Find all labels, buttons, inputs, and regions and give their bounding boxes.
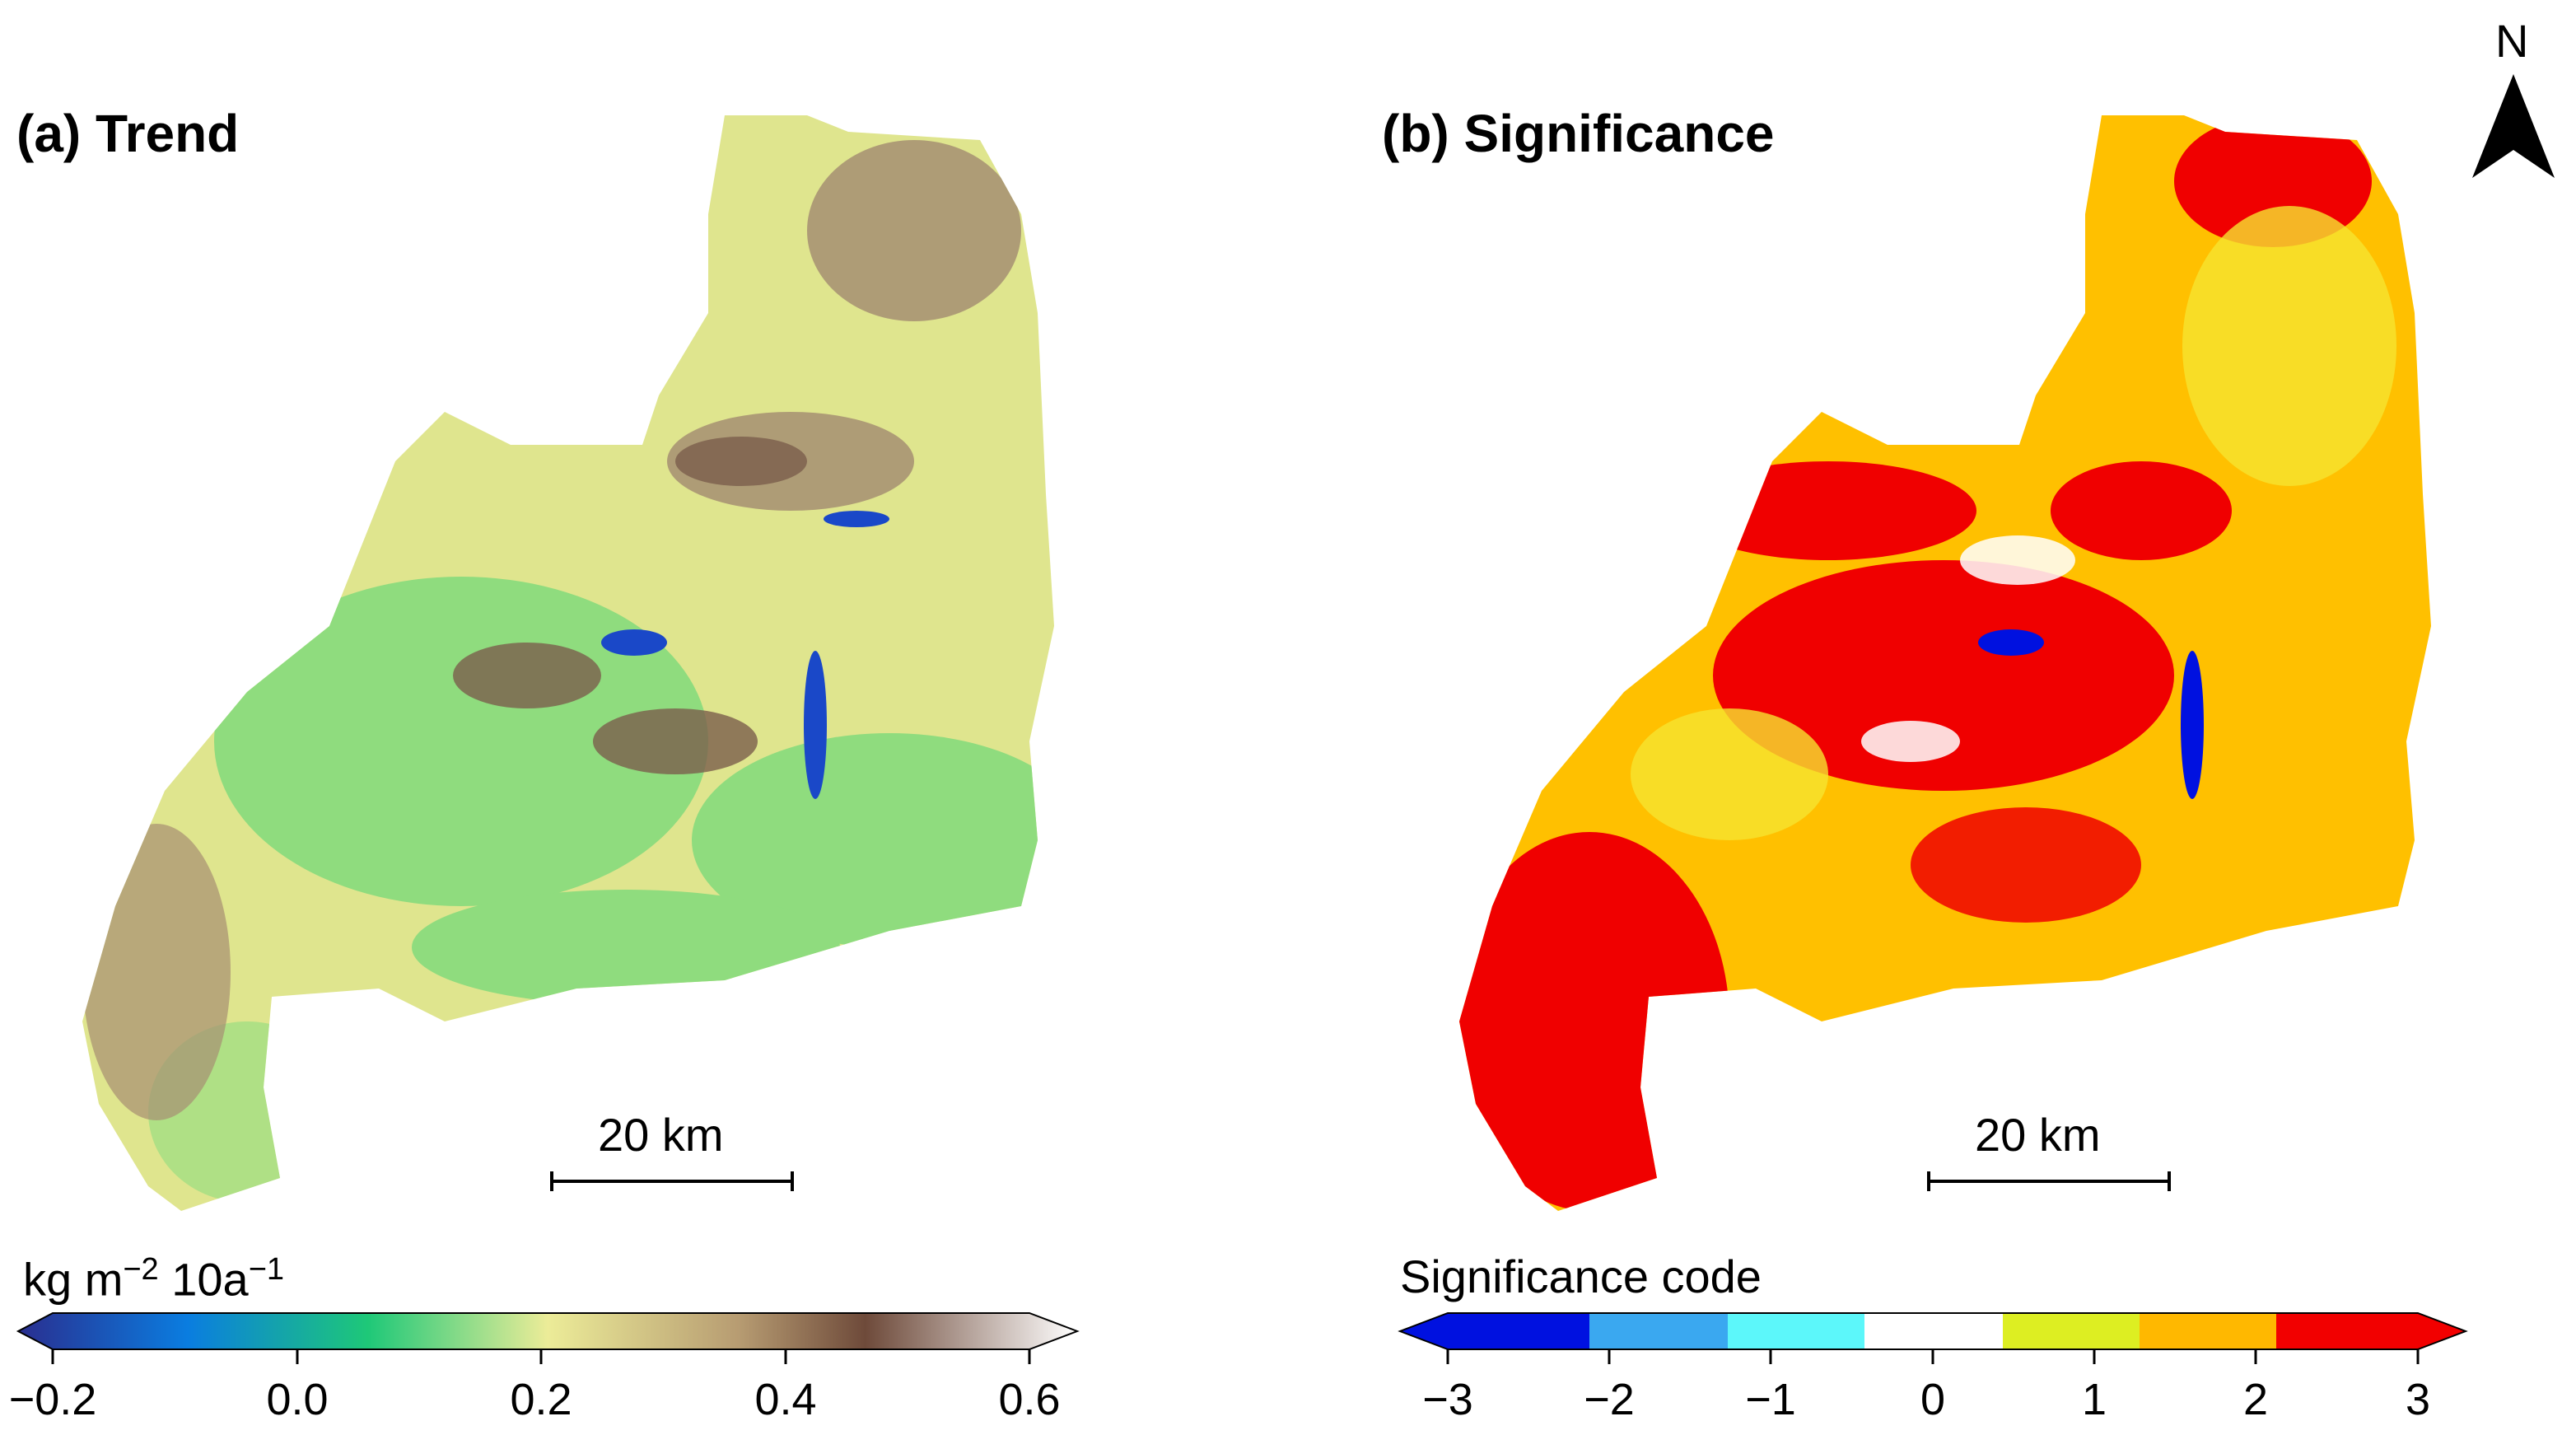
sig-yellow-area: [1631, 708, 1828, 840]
colorbar-trend: [16, 1312, 1080, 1364]
sig-seg: [2140, 1313, 2276, 1349]
panel-a-title: (a) Trend: [16, 104, 240, 163]
trend-tick-label: −0.2: [8, 1375, 97, 1424]
sig-red-area: [1911, 807, 2141, 923]
unit-text: 10a: [158, 1253, 249, 1306]
trend-brown-area: [82, 824, 231, 1120]
scale-bar-label: 20 km: [1975, 1109, 2101, 1161]
trend-green-area: [412, 890, 840, 1005]
sig-seg: [1400, 1313, 1589, 1349]
trend-darkbrown-area: [593, 708, 758, 774]
panel-b-title: (b) Significance: [1382, 104, 1775, 163]
sig-red-area: [1459, 832, 1729, 1211]
scale-bar-b: [1927, 1171, 2171, 1191]
sig-seg: [1864, 1313, 2003, 1349]
water-body: [804, 651, 827, 799]
significance-tick-label: −3: [1422, 1375, 1473, 1424]
significance-tick-label: 1: [2081, 1375, 2107, 1424]
north-arrow-label: N: [2495, 15, 2529, 67]
trend-map: [82, 115, 1054, 1211]
scale-bar-a: [550, 1171, 794, 1191]
water-body: [601, 629, 667, 656]
significance-tick-label: 2: [2242, 1375, 2269, 1424]
trend-tick-label: 0.2: [510, 1375, 572, 1424]
significance-tick-label: 0: [1920, 1375, 1946, 1424]
colorbar-significance: [1398, 1312, 2468, 1364]
significance-map: [1459, 115, 2431, 1211]
significance-tick-label: −2: [1584, 1375, 1635, 1424]
north-arrow-icon: [2472, 74, 2555, 178]
sig-seg: [2276, 1313, 2466, 1349]
sig-white-area: [1960, 535, 2075, 585]
unit-text: kg m: [23, 1253, 124, 1306]
sig-white-area: [1861, 721, 1960, 762]
trend-tick-label: 0.4: [754, 1375, 817, 1424]
trend-green-area: [692, 733, 1054, 947]
sig-red-area: [1680, 461, 1976, 560]
trend-tick-label: 0.6: [998, 1375, 1061, 1424]
significance-tick-label: −1: [1745, 1375, 1796, 1424]
water-body: [824, 511, 889, 527]
unit-exponent: −1: [248, 1252, 285, 1287]
unit-exponent: −2: [123, 1252, 159, 1287]
water-body: [1978, 629, 2044, 656]
sig-red-area: [2051, 461, 2232, 560]
sig-seg: [2003, 1313, 2140, 1349]
colorbar-trend-title: kg m−2 10a−1: [23, 1254, 284, 1303]
sig-yellow-area: [2182, 206, 2396, 486]
sig-red-area: [1713, 560, 2174, 791]
water-body: [2181, 651, 2204, 799]
sig-seg: [1589, 1313, 1728, 1349]
trend-darkbrown-area: [675, 437, 807, 486]
colorbar-significance-title: Significance code: [1400, 1250, 1762, 1302]
scale-bar-label: 20 km: [598, 1109, 724, 1161]
significance-tick-label: 3: [2405, 1375, 2431, 1424]
trend-darkbrown-area: [453, 643, 601, 708]
trend-tick-label: 0.0: [266, 1375, 329, 1424]
trend-brown-area: [807, 140, 1021, 321]
sig-seg: [1728, 1313, 1864, 1349]
